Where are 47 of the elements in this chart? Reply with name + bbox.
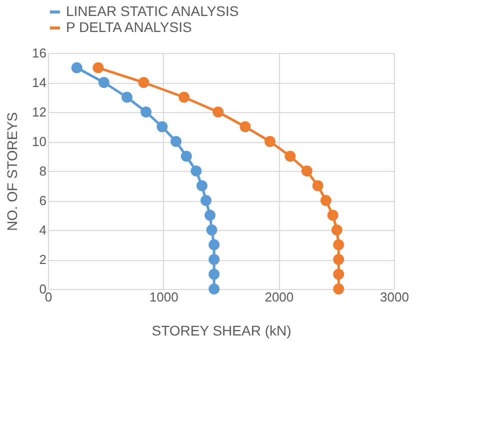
point — [178, 92, 190, 103]
point — [301, 166, 312, 176]
y-tick-label: 10 — [32, 134, 46, 149]
point — [333, 268, 344, 280]
point — [122, 92, 132, 103]
point — [208, 239, 220, 250]
point — [240, 121, 251, 132]
y-tick-label: 2 — [39, 252, 46, 267]
point — [264, 136, 276, 147]
y-tick-label: 16 — [32, 46, 46, 60]
point — [208, 284, 220, 294]
point — [333, 239, 344, 250]
legend-label: LINEAR STATIC ANALYSIS — [66, 3, 239, 19]
point — [200, 195, 212, 206]
point — [71, 62, 82, 74]
x-tick-label: 3000 — [380, 290, 409, 304]
y-tick-label: 8 — [39, 164, 46, 178]
point — [208, 268, 220, 280]
x-tick-label: 2000 — [264, 290, 294, 304]
point — [156, 121, 168, 132]
point — [284, 150, 296, 162]
point — [333, 254, 344, 265]
point — [170, 136, 182, 147]
point — [212, 106, 224, 118]
point — [196, 180, 208, 192]
point — [333, 284, 344, 294]
point — [138, 77, 150, 88]
point — [204, 210, 216, 221]
point — [190, 166, 202, 176]
y-tick-label: 6 — [39, 193, 46, 208]
y-axis-title: NO. OF STOREYS — [4, 112, 20, 231]
y-tick-label: 12 — [32, 104, 46, 120]
point — [327, 210, 338, 221]
point — [208, 254, 220, 265]
point — [140, 106, 152, 118]
x-axis-title: STOREY SHEAR (kN) — [152, 322, 292, 338]
y-tick-label: 4 — [39, 222, 46, 238]
point — [180, 150, 192, 162]
point — [331, 224, 342, 236]
legend-label: P DELTA ANALYSIS — [66, 19, 192, 35]
point — [92, 62, 104, 74]
point — [320, 195, 332, 206]
point — [206, 224, 218, 236]
point — [312, 180, 324, 192]
y-tick-label: 14 — [32, 75, 46, 90]
point — [98, 77, 110, 88]
x-tick-label: 1000 — [149, 290, 178, 304]
